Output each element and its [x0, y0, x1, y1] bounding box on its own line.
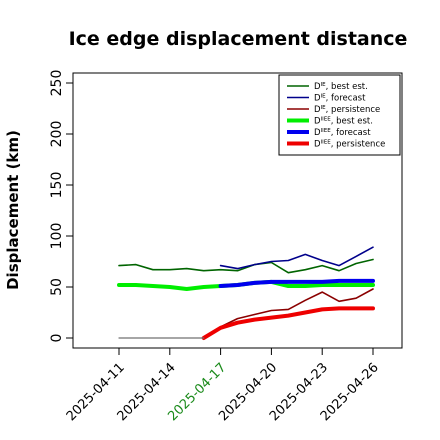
series-line-iiee-forecast [218, 278, 375, 288]
legend-entry-label: DIE, persistence [314, 105, 380, 115]
legend-description: , best est. [331, 117, 373, 127]
y-tick-label: 250 [49, 70, 65, 97]
series-line-ie-persistence [202, 288, 374, 339]
x-axis: 2025-04-112025-04-142025-04-172025-04-20… [64, 348, 382, 424]
y-axis: 0 50 100 150 200 250 [49, 70, 73, 343]
series-layer [117, 246, 375, 340]
legend-superscript: IE [321, 105, 327, 111]
series-line-ie-forecast [219, 246, 374, 270]
legend-entry-label: DIIEE, persistence [314, 140, 385, 150]
y-tick-label: 0 [49, 334, 65, 343]
y-tick-label: 100 [49, 223, 65, 250]
legend-superscript: IE [321, 82, 327, 88]
series-line-ie-best [118, 258, 374, 274]
legend-symbol: D [314, 82, 321, 92]
legend-symbol: D [314, 128, 321, 138]
plot-area [72, 72, 403, 349]
legend-entry-label: DIE, forecast [314, 94, 366, 104]
legend-entry-label: DIIEE, forecast [314, 128, 371, 138]
legend-description: , forecast [331, 128, 371, 138]
series-line-iiee-persistence [201, 306, 375, 340]
legend-description: , persistence [326, 105, 381, 115]
y-tick-label: 200 [49, 121, 65, 148]
legend-description: , persistence [331, 140, 386, 150]
plot-frame [72, 72, 403, 349]
y-axis-label: Displacement (km) [4, 130, 22, 290]
legend-symbol: D [314, 105, 321, 115]
legend-symbol: D [314, 94, 321, 104]
chart-title: Ice edge displacement distance [69, 28, 408, 50]
legend-description: , forecast [326, 94, 366, 104]
legend-superscript: IIEE [321, 140, 332, 146]
y-tick-label: 50 [49, 278, 65, 296]
y-tick-label: 150 [49, 172, 65, 199]
legend-symbol: D [314, 117, 321, 127]
legend-superscript: IE [321, 94, 327, 100]
legend-description: , best est. [326, 82, 368, 92]
legend-entry-label: DIIEE, best est. [314, 117, 373, 127]
legend-symbol: D [314, 140, 321, 150]
legend-entry-label: DIE, best est. [314, 82, 368, 92]
legend-superscript: IIEE [321, 128, 332, 134]
legend-superscript: IIEE [321, 117, 332, 123]
